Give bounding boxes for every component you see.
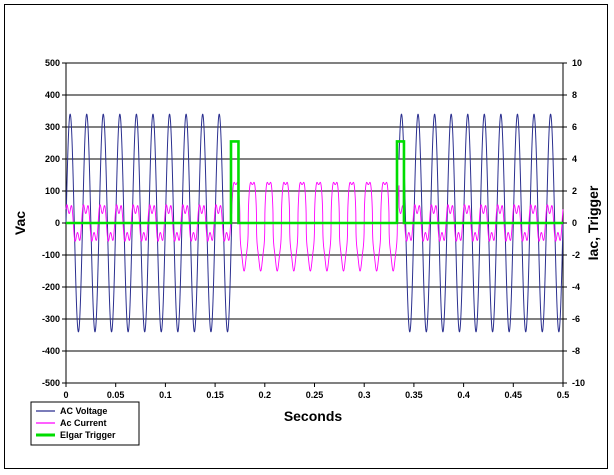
x-tick-label: 0.25	[306, 390, 324, 400]
y-right-tick-label: -2	[572, 250, 580, 260]
x-tick-label: 0.35	[405, 390, 423, 400]
y-left-tick-label: -100	[42, 250, 60, 260]
y-left-tick-label: 100	[45, 186, 60, 196]
legend-label-ac-voltage: AC Voltage	[60, 406, 107, 416]
legend: AC Voltage Ac Current Elgar Trigger	[30, 401, 140, 446]
y-left-tick-label: 0	[55, 218, 60, 228]
y-left-tick-label: 200	[45, 154, 60, 164]
x-tick-label: 0.3	[358, 390, 371, 400]
y-right-tick-label: 8	[572, 90, 577, 100]
legend-label-elgar-trigger: Elgar Trigger	[60, 430, 116, 440]
series-layer	[65, 113, 564, 333]
y-left-tick-label: -400	[42, 346, 60, 356]
y-left-tick-label: 400	[45, 90, 60, 100]
y-right-tick-label: 0	[572, 218, 577, 228]
x-axis-title: Seconds	[284, 408, 343, 424]
y-axis-left-title: Vac	[12, 211, 28, 235]
y-left-tick-label: 500	[45, 58, 60, 68]
y-left-tick-label: -300	[42, 314, 60, 324]
x-tick-label: 0.05	[107, 390, 125, 400]
y-right-tick-label: 10	[572, 58, 582, 68]
x-tick-label: 0.4	[457, 390, 470, 400]
y-left-tick-label: 300	[45, 122, 60, 132]
y-right-tick-label: -10	[572, 378, 585, 388]
x-tick-label: 0.1	[159, 390, 172, 400]
x-tick-label: 0.45	[505, 390, 523, 400]
axis-layer: 5004003002001000-100-200-300-400-5001086…	[42, 58, 585, 400]
x-tick-label: 0.5	[557, 390, 570, 400]
y-right-tick-label: 2	[572, 186, 577, 196]
x-tick-label: 0.2	[259, 390, 272, 400]
y-right-tick-label: -4	[572, 282, 580, 292]
series-elgar-trigger	[66, 140, 563, 225]
y-right-tick-label: -8	[572, 346, 580, 356]
legend-label-ac-current: Ac Current	[60, 418, 107, 428]
y-left-tick-label: -500	[42, 378, 60, 388]
y-left-tick-label: -200	[42, 282, 60, 292]
y-right-tick-label: 6	[572, 122, 577, 132]
y-right-tick-label: -6	[572, 314, 580, 324]
y-right-tick-label: 4	[572, 154, 577, 164]
y-axis-right-title: Iac, Trigger	[585, 185, 601, 260]
series-ac-voltage	[398, 113, 564, 333]
x-tick-label: 0	[63, 390, 68, 400]
x-tick-label: 0.15	[206, 390, 224, 400]
